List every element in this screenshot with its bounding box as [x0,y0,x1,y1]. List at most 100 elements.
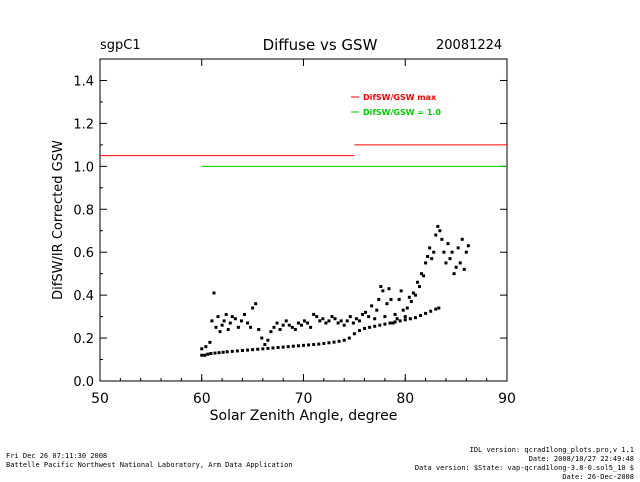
lower-branch-point [200,353,204,357]
x-tick-label: 50 [91,391,109,407]
lower-branch-point [291,344,295,348]
scatter-point [220,323,224,327]
y-tick-label: 0.4 [73,289,94,304]
x-tick-label: 70 [295,391,313,407]
scatter-point [432,250,436,254]
scatter-point [415,280,419,284]
y-tick-label: 0.6 [73,246,94,261]
x-tick-label: 60 [193,391,211,407]
lower-branch-point [286,345,290,349]
lower-branch-point [383,322,387,326]
scatter-point [226,327,230,331]
y-tick-label: 0.8 [73,203,94,218]
scatter-point [348,315,352,319]
lower-branch-point [437,306,441,310]
scatter-point [222,319,226,323]
lower-branch-point [276,346,280,350]
scatter-point [303,319,307,323]
scatter-point [260,336,264,340]
scatter-point [342,323,346,327]
footer-right-line-2: Date: 2008/10/27 22:49:48 [528,455,634,463]
scatter-point [257,327,261,331]
lower-branch-point [413,316,417,320]
scatter-point [367,315,371,319]
scatter-point [436,224,440,228]
scatter-point [293,327,297,331]
lower-branch-point [221,350,225,354]
lower-branch-point [281,345,285,349]
scatter-point [309,325,313,329]
scatter-point [318,319,322,323]
lower-branch-point [419,314,423,318]
scatter-point [364,310,368,314]
scatter-point [351,321,355,325]
scatter-point [393,312,397,316]
scatter-point [339,319,343,323]
scatter-point [357,319,361,323]
scatter-point [438,229,442,233]
footer-right-line-4: Date: 26-Dec-2008 [562,473,634,481]
scatter-point [284,319,288,323]
scatter-point [239,319,243,323]
x-tick-label: 80 [396,391,414,407]
scatter-point [446,242,450,246]
scatter-point [401,308,405,312]
scatter-point [424,261,428,265]
lower-branch-point [296,344,300,348]
scatter-point [290,325,294,329]
scatter-point [434,233,438,237]
lower-branch-point [209,352,213,356]
scatter-point [448,257,452,261]
scatter-point [466,244,470,248]
scatter-point [228,321,232,325]
scatter-point [336,321,340,325]
scatter-point [397,297,401,301]
lower-branch-point [307,343,311,347]
lower-branch-point [213,351,217,355]
lower-branch-point [302,343,305,347]
scatter-point [249,325,253,329]
scatter-point [426,254,430,258]
scatter-point [403,315,407,319]
scatter-point [407,295,411,299]
scatter-point [269,330,273,334]
scatter-point [330,315,334,319]
chart-title: Diffuse vs GSW [262,36,378,54]
scatter-point [299,323,303,327]
scatter-point [377,297,381,301]
scatter-point [242,312,246,316]
scatter-point [370,304,374,308]
lower-branch-point [271,346,275,350]
lower-branch-point [378,323,382,327]
scatter-point [272,325,276,329]
lower-branch-point [368,325,372,329]
lower-branch-point [357,329,361,333]
scatter-point [208,340,212,344]
scatter-point [440,237,444,241]
scatter-point [442,250,446,254]
scatter-point [444,261,448,265]
lower-branch-point [342,338,346,342]
scatter-point [422,274,426,278]
scatter-point [411,291,415,295]
scatter-point [200,347,204,351]
scatter-point [224,312,228,316]
scatter-point [385,302,389,306]
scatter-point [236,325,240,329]
date-label: 20081224 [436,38,503,53]
lower-branch-point [337,339,341,343]
scatter-point [218,330,222,334]
scatter-point [354,317,358,321]
footer-right-line-1: IDL version: qcrad1long_plots.pro,v 1.1 [469,446,634,454]
scatter-point [312,312,316,316]
scatter-point [278,327,282,331]
lower-branch-point [408,317,412,321]
scatter-point [210,319,214,323]
scatter-point [321,317,325,321]
y-tick-label: 0.0 [73,375,94,390]
scatter-point [383,315,387,319]
scatter-point [428,246,432,250]
scatter-point [387,287,391,291]
scatter-point [324,321,328,325]
